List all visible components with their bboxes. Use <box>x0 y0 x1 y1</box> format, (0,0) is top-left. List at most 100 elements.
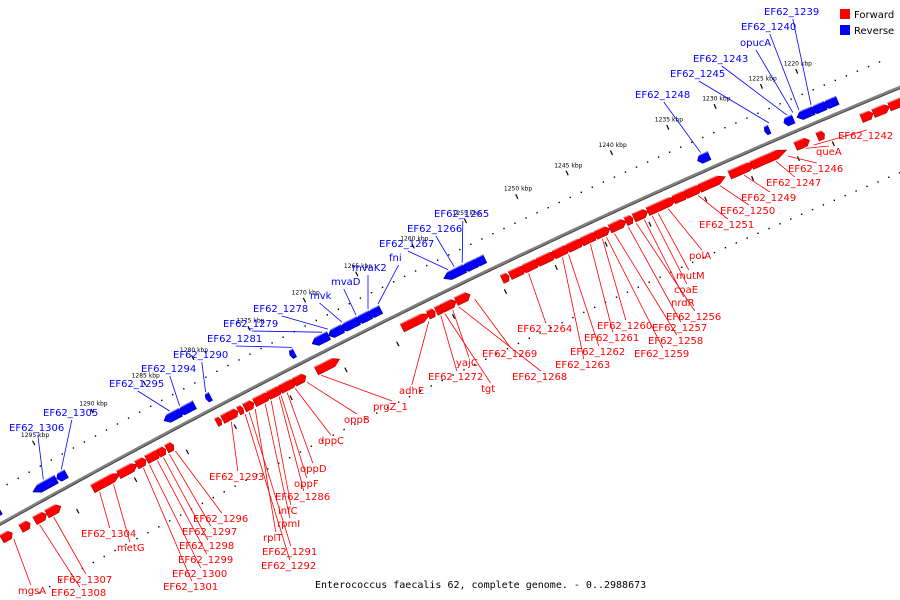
tick-label: 1220 kbp <box>784 61 812 68</box>
forward-gene-label: EF62_1293 <box>209 472 264 483</box>
forward-gene-label: oppF <box>294 479 319 490</box>
forward-gene-label: EF62_1262 <box>570 347 625 358</box>
leader-line <box>278 396 305 492</box>
guide-dot <box>681 266 683 268</box>
leader-line <box>39 524 81 588</box>
tick-mark-lower <box>289 395 293 401</box>
leader-line <box>280 395 308 479</box>
forward-gene-label: EF62_1272 <box>428 372 483 383</box>
guide-dot <box>116 423 119 425</box>
guide-dot <box>158 526 160 528</box>
leader-line <box>281 315 329 330</box>
forward-gene-arrow <box>0 529 13 544</box>
guide-dot <box>506 348 509 350</box>
guide-dot <box>812 89 814 91</box>
guide-dot <box>201 502 204 505</box>
leader-line <box>721 65 788 116</box>
tick-mark-lower <box>751 175 755 181</box>
forward-gene-label: EF62_1307 <box>57 575 112 586</box>
guide-dot <box>768 227 770 230</box>
guide-dot <box>441 379 443 382</box>
guide-dot <box>39 465 41 467</box>
guide-dot <box>114 549 116 552</box>
tick-mark-lower <box>831 141 835 147</box>
leader-line <box>319 302 343 323</box>
genome-backbone <box>0 85 900 527</box>
guide-dot <box>212 496 214 499</box>
guide-dot <box>205 376 207 378</box>
backbone-line <box>0 85 900 526</box>
forward-gene-label: EF62_1308 <box>51 588 106 599</box>
leader-line <box>435 235 455 268</box>
guide-dot <box>304 325 306 327</box>
guide-dot <box>337 308 340 310</box>
forward-gene-arrow <box>499 271 510 284</box>
forward-gene-arrow <box>623 213 634 226</box>
forward-gene-arrow <box>683 183 703 199</box>
leader-line <box>113 484 131 543</box>
guide-dot <box>245 479 247 481</box>
leader-line <box>99 491 111 529</box>
guide-dot <box>365 417 367 420</box>
reverse-gene-arrow <box>822 95 840 109</box>
guide-dot <box>615 296 618 298</box>
tick-label: 1235 kbp <box>655 117 683 124</box>
guide-dot <box>735 242 737 244</box>
guide-dot <box>105 429 108 431</box>
reverse-gene-label: EF62_1245 <box>670 69 725 80</box>
forward-gene-arrow <box>235 404 245 416</box>
legend-forward-label: Forward <box>854 10 894 21</box>
guide-dot <box>223 491 225 493</box>
forward-gene-label: EF62_1291 <box>262 547 317 558</box>
forward-gene-label: oppB <box>344 415 370 426</box>
guide-dot <box>354 423 356 425</box>
tick-mark-lower <box>451 314 456 320</box>
reverse-genes <box>0 95 840 516</box>
guide-dot <box>321 440 323 442</box>
forward-gene-arrow <box>749 147 788 170</box>
reverse-gene-arrow <box>288 348 298 359</box>
guide-dot <box>485 358 487 360</box>
forward-gene-label: nrdR <box>671 298 695 309</box>
forward-gene-label: EF62_1242 <box>838 131 893 142</box>
forward-gene-label: EF62_1257 <box>652 323 707 334</box>
guide-dot <box>746 237 748 239</box>
guide-dot <box>657 156 660 158</box>
tick-mark <box>565 170 569 176</box>
guide-dot <box>260 347 262 350</box>
guide-dot <box>878 61 881 63</box>
guide-dot <box>561 322 563 324</box>
forward-gene-arrow <box>241 398 255 413</box>
guide-dot <box>558 201 560 204</box>
guide-dot <box>801 93 803 96</box>
guide-dot <box>800 213 803 215</box>
forward-gene-label: EF62_1251 <box>699 220 754 231</box>
guide-dot <box>227 364 229 367</box>
tick-label: 1230 kbp <box>702 96 730 103</box>
forward-gene-arrow <box>871 102 891 118</box>
gene-labels: EF62_1239 EF62_1240 opucA EF62_1243 EF62_124… <box>9 7 893 599</box>
guide-dot <box>249 353 251 355</box>
tick-mark <box>795 68 799 74</box>
forward-gene-arrow <box>697 173 726 193</box>
leader-line <box>755 49 794 113</box>
guide-dot <box>550 327 552 329</box>
forward-gene-arrow <box>399 311 431 333</box>
guide-dot <box>397 401 400 403</box>
leader-line <box>440 315 458 372</box>
forward-gene-label: metG <box>117 543 145 554</box>
leader-line <box>264 403 291 519</box>
tick-label: 1280 kbp <box>180 347 208 354</box>
leader-line <box>137 390 170 412</box>
guide-dot <box>430 385 432 387</box>
tick-mark <box>713 103 717 109</box>
guide-dot <box>72 447 75 449</box>
guide-dot <box>635 166 638 168</box>
guide-dot <box>332 434 334 436</box>
reverse-gene-arrow <box>368 304 384 318</box>
tick-label: 1285 kbp <box>132 372 160 379</box>
guide-dot <box>169 520 171 522</box>
label-leader-lines <box>13 18 867 588</box>
guide-dot <box>150 405 152 407</box>
guide-dot <box>310 445 313 447</box>
